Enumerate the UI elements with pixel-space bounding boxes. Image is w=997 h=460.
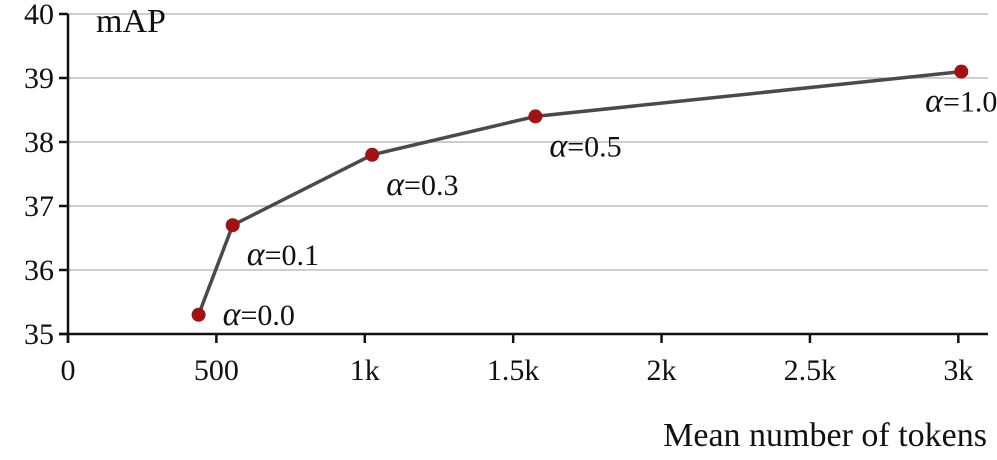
point-label: α=0.1 [247, 236, 319, 273]
point-label-value: =0.3 [404, 169, 458, 202]
ticks: 35 36 37 38 39 40 0 500 1k 1.5k 2k 2.5k 3k [24, 0, 973, 387]
x-tick-label: 2.5k [784, 354, 837, 387]
y-tick-label: 40 [24, 0, 54, 31]
alpha-symbol: α [223, 296, 242, 333]
data-point [365, 147, 380, 162]
alpha-symbol: α [549, 127, 568, 164]
x-tick-label: 2k [647, 354, 677, 387]
data-point [528, 109, 543, 124]
x-axis-title: Mean number of tokens [663, 417, 987, 454]
y-tick-label: 36 [24, 254, 54, 287]
point-label-value: =0.0 [240, 299, 294, 332]
x-tick-label: 3k [943, 354, 973, 387]
alpha-symbol: α [247, 236, 266, 273]
point-label-value: =1.0 [943, 86, 997, 119]
point-label-value: =0.1 [265, 239, 319, 272]
point-label: α=0.0 [223, 296, 295, 333]
x-tick-label: 0 [61, 354, 76, 387]
y-tick-label: 38 [24, 126, 54, 159]
x-tick-label: 1.5k [487, 354, 540, 387]
y-tick-label: 35 [24, 318, 54, 351]
data-point [191, 307, 206, 322]
data-point [225, 218, 240, 233]
y-tick-label: 37 [24, 190, 54, 223]
point-label: α=0.3 [386, 166, 458, 203]
series [191, 64, 969, 322]
y-tick-label: 39 [24, 62, 54, 95]
point-label: α=0.5 [549, 127, 621, 164]
data-point [954, 64, 969, 79]
axes [59, 14, 988, 343]
grid [68, 13, 988, 271]
y-axis-title: mAP [96, 3, 166, 40]
alpha-symbol: α [925, 83, 944, 120]
x-tick-label: 500 [194, 354, 239, 387]
point-label-value: =0.5 [567, 130, 621, 163]
x-tick-label: 1k [350, 354, 380, 387]
alpha-symbol: α [386, 166, 405, 203]
point-label: α=1.0 [925, 83, 997, 120]
labels: α=0.0α=0.1α=0.3α=0.5α=1.0 [223, 83, 997, 333]
series-line [196, 69, 962, 316]
